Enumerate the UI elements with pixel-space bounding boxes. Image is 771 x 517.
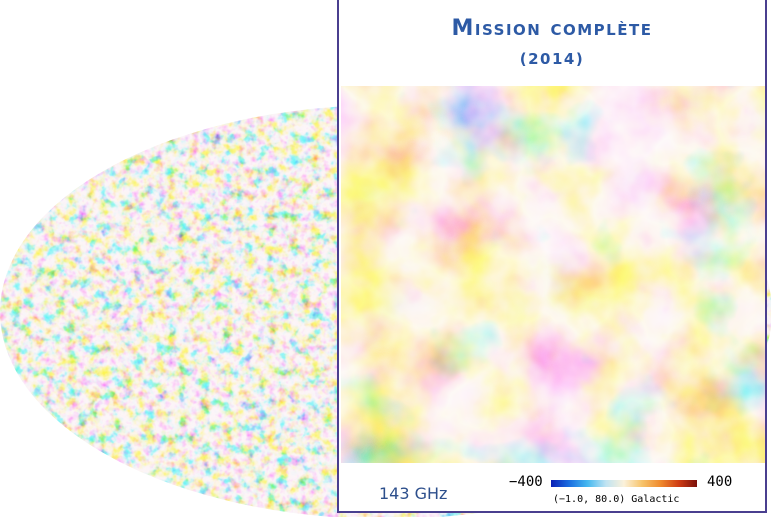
panel-subtitle: (2014) (519, 50, 585, 68)
frequency-label: 143 GHz (379, 484, 448, 503)
zoomed-cmb-patch (341, 86, 765, 463)
zoom-panel: Mission complète (2014) 143 GHz −400 400… (337, 0, 767, 513)
colorbar (551, 480, 697, 487)
colorbar-min-label: −400 (509, 474, 543, 490)
panel-title: Mission complète (451, 16, 653, 41)
galactic-coordinates-label: (−1.0, 80.0) Galactic (553, 494, 680, 505)
colorbar-max-label: 400 (707, 474, 733, 490)
